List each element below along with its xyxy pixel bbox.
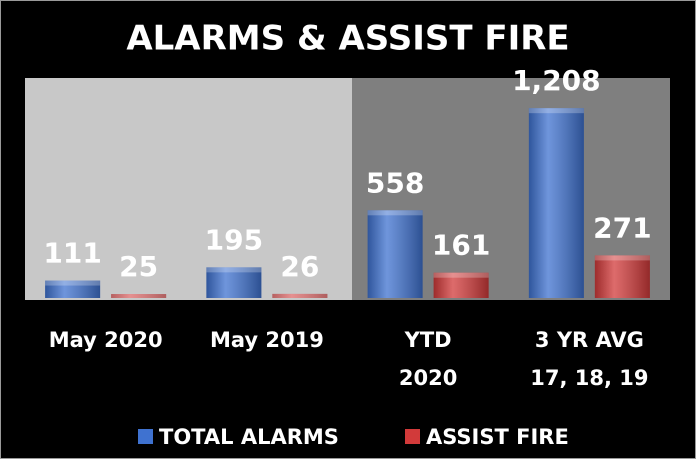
x-tick-label: YTD 2020 <box>399 328 457 390</box>
bar-cap <box>206 267 262 273</box>
value-label: 195 <box>205 223 263 256</box>
value-label: 161 <box>432 229 490 262</box>
bar-cap <box>433 272 489 278</box>
bar-shine <box>367 210 423 298</box>
x-tick-label: May 2019 <box>210 328 324 352</box>
value-label: 111 <box>43 237 101 270</box>
legend-swatch <box>405 429 420 444</box>
panel-light <box>25 78 352 300</box>
legend-label: TOTAL ALARMS <box>159 425 339 449</box>
value-label: 558 <box>366 166 424 199</box>
value-label: 25 <box>119 250 158 283</box>
bar-shine <box>528 108 584 299</box>
x-tick-label: May 2020 <box>49 328 163 352</box>
bar-cap <box>111 294 167 298</box>
x-tick-label: 3 YR AVG 17, 18, 19 <box>530 328 648 390</box>
value-label: 26 <box>280 250 319 283</box>
bar-shine <box>111 294 167 298</box>
bar-cap <box>272 293 328 298</box>
bar-shine <box>45 280 101 298</box>
bar-shine <box>272 293 328 298</box>
bar-shine <box>433 272 489 298</box>
bar-shine <box>206 267 262 298</box>
legend-label: ASSIST FIRE <box>426 425 569 449</box>
legend-swatch <box>138 429 153 444</box>
value-label: 271 <box>593 211 651 244</box>
value-label: 1,208 <box>512 64 601 97</box>
bar-cap <box>367 210 423 216</box>
bar-cap <box>528 108 584 114</box>
chart-title: ALARMS & ASSIST FIRE <box>126 19 569 59</box>
bar-shine <box>594 255 650 298</box>
bar-cap <box>45 280 101 286</box>
bar-cap <box>594 255 650 261</box>
